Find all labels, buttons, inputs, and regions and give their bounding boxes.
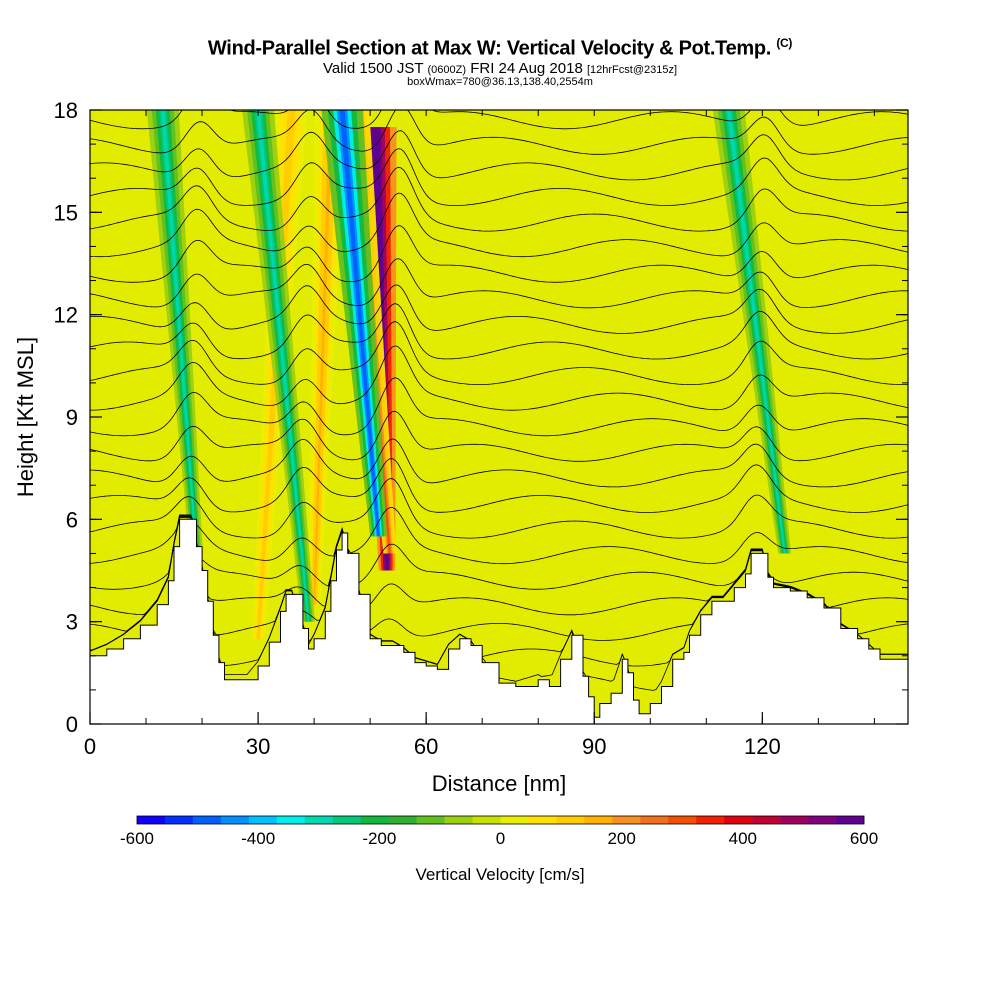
y-tick-label: 9 bbox=[66, 405, 78, 430]
y-tick-label: 15 bbox=[54, 200, 78, 225]
velocity-bands bbox=[146, 110, 792, 639]
colorbar-swatch bbox=[780, 816, 809, 824]
y-axis-label: Height [Kft MSL] bbox=[13, 337, 38, 497]
isentrope-line bbox=[90, 166, 908, 232]
colorbar-tick-label: 0 bbox=[496, 829, 505, 848]
isentrope-line bbox=[90, 148, 908, 206]
colorbar-swatch bbox=[276, 816, 306, 824]
x-tick-label: 30 bbox=[246, 734, 270, 759]
colorbar-swatch bbox=[696, 816, 725, 824]
colorbar-swatch bbox=[556, 816, 585, 824]
colorbar-swatch bbox=[640, 816, 669, 824]
isentrope-line bbox=[90, 40, 908, 103]
isentrope-line bbox=[90, 258, 908, 309]
colorbar-tick-label: 600 bbox=[850, 829, 878, 848]
colorbar-swatch bbox=[137, 816, 166, 824]
colorbar-swatch bbox=[528, 816, 557, 824]
colorbar-swatch bbox=[752, 816, 781, 824]
colorbar-legend: -600 -400 -200 0 200 400 600 bbox=[120, 815, 878, 848]
isentrope-line bbox=[90, 110, 908, 155]
y-tick-label: 3 bbox=[66, 610, 78, 635]
axes: 0 30 60 90 120 0 3 6 9 12 15 18 bbox=[54, 98, 908, 759]
colorbar-swatch bbox=[472, 816, 501, 824]
isentrope-line bbox=[90, 225, 908, 283]
x-tick-label: 120 bbox=[744, 734, 781, 759]
colorbar-swatch bbox=[500, 816, 529, 824]
colorbar-tick-label: -400 bbox=[241, 829, 275, 848]
isentrope-line bbox=[90, 130, 908, 181]
colorbar-swatch bbox=[360, 816, 389, 824]
x-tick-label: 90 bbox=[582, 734, 606, 759]
chart-box-info: boxWmax=780@36.13,138.40,2554m bbox=[407, 76, 593, 88]
y-tick-label: 12 bbox=[54, 303, 78, 328]
isentrope-line bbox=[90, 110, 908, 130]
colorbar-swatch bbox=[220, 816, 250, 824]
x-axis-label: Distance [nm] bbox=[432, 771, 567, 796]
downdraft-band-2 bbox=[242, 110, 315, 622]
x-tick-label: 0 bbox=[84, 734, 96, 759]
downdraft-band-1 bbox=[146, 110, 203, 554]
colorbar-swatch bbox=[808, 816, 837, 824]
isentrope-line bbox=[90, 410, 908, 462]
colorbar-swatch bbox=[192, 816, 222, 824]
colorbar-swatch bbox=[248, 816, 278, 824]
colorbar-frame bbox=[136, 815, 865, 825]
downdraft-band-3 bbox=[712, 110, 792, 554]
colorbar-swatch bbox=[612, 816, 641, 824]
chart-title: Wind-Parallel Section at Max W: Vertical… bbox=[207, 36, 793, 60]
colorbar-swatch bbox=[332, 816, 361, 824]
chart-subtitle: Valid 1500 JST (0600Z) FRI 24 Aug 2018 [… bbox=[322, 60, 678, 77]
colorbar-swatch bbox=[388, 816, 417, 824]
y-tick-label: 18 bbox=[54, 98, 78, 123]
isentrope-line bbox=[90, 478, 908, 539]
y-tick-label: 6 bbox=[66, 507, 78, 532]
isentrope-line bbox=[90, 377, 908, 437]
plot-area bbox=[90, 40, 908, 724]
colorbar-label: Vertical Velocity [cm/s] bbox=[415, 865, 584, 884]
y-tick-label: 0 bbox=[66, 712, 78, 737]
colorbar-tick-label: -600 bbox=[120, 829, 154, 848]
colorbar-tick-label: 200 bbox=[607, 829, 635, 848]
colorbar-swatch bbox=[836, 816, 865, 824]
isentrope-line bbox=[90, 192, 908, 258]
isentrope-line bbox=[90, 507, 908, 565]
isentrope-line bbox=[90, 458, 908, 513]
colorbar-tick-label: -200 bbox=[362, 829, 396, 848]
isentrope-line bbox=[90, 303, 908, 360]
colorbar-swatch bbox=[724, 816, 753, 824]
isentrope-line bbox=[90, 345, 908, 411]
isentrope-line bbox=[90, 438, 908, 488]
x-tick-label: 60 bbox=[414, 734, 438, 759]
colorbar-swatch bbox=[416, 816, 445, 824]
colorbar-swatch bbox=[584, 816, 613, 824]
terrain bbox=[90, 518, 908, 724]
isentrope-line bbox=[90, 284, 908, 334]
colorbar-tick-label: 400 bbox=[729, 829, 757, 848]
colorbar-swatch bbox=[164, 816, 194, 824]
colorbar-swatch bbox=[668, 816, 697, 824]
colorbar-swatch bbox=[444, 816, 473, 824]
colorbar-swatch bbox=[304, 816, 334, 824]
isentrope-line bbox=[90, 321, 908, 385]
